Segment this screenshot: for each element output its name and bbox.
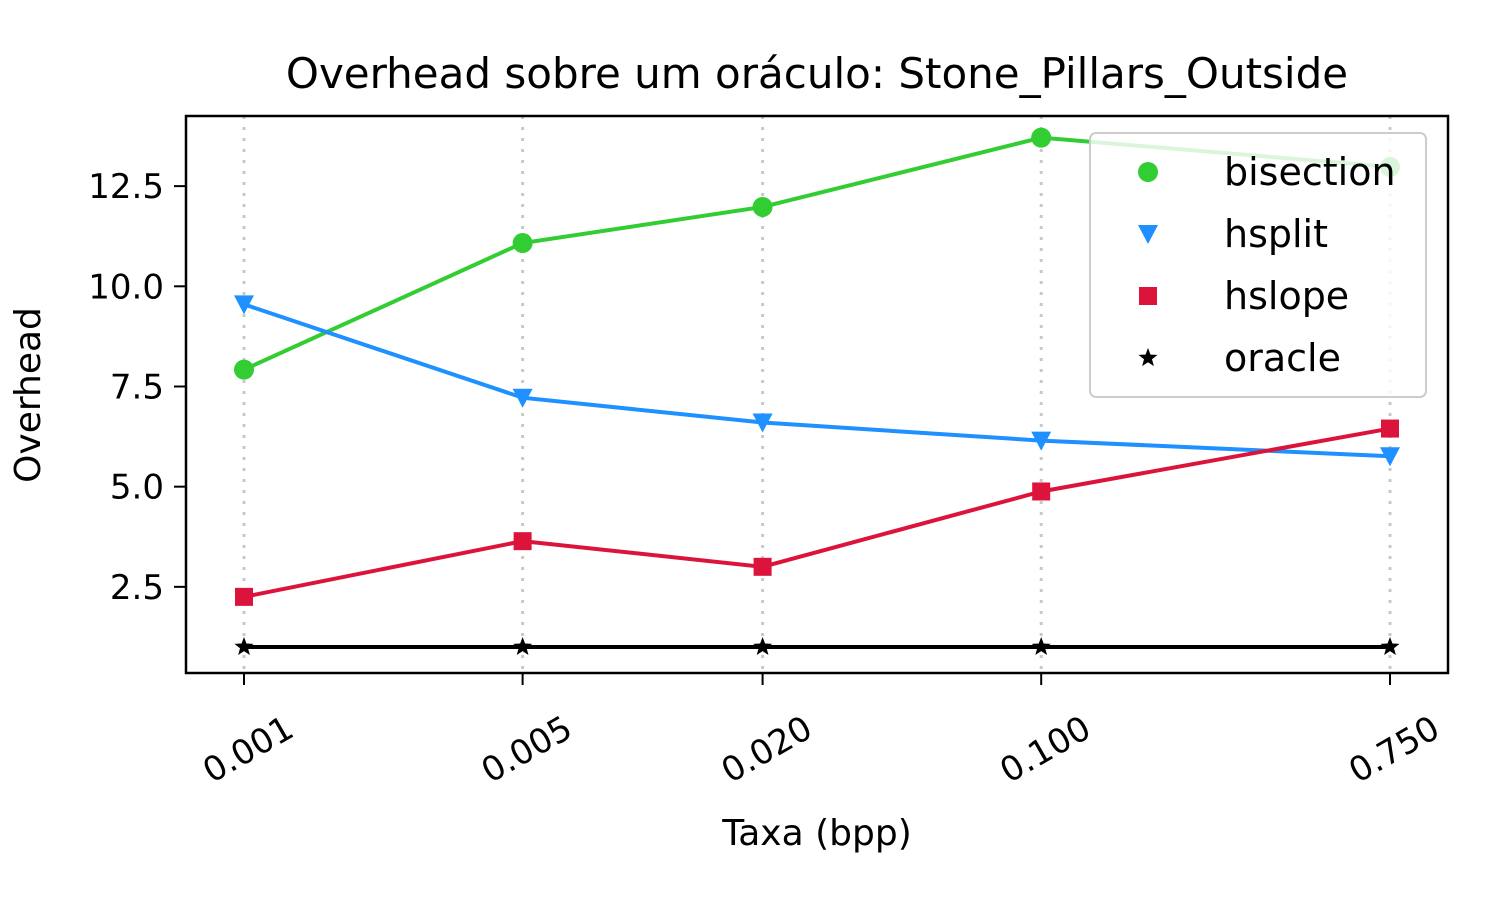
x-tick-label-0.020: 0.020 [715,708,819,791]
data-point-oracle-0.020 [753,636,773,656]
legend-label-bisection: bisection [1224,150,1396,194]
x-tick-label-0.005: 0.005 [475,708,579,791]
data-point-oracle-0.005 [513,636,533,656]
x-axis-ticks: 0.001 0.005 0.020 0.100 0.750 [196,673,1447,791]
data-point-oracle-0.001 [234,636,254,656]
legend-marker-hsplit [1138,225,1158,244]
y-axis-ticks: 2.5 5.0 7.5 10.0 12.5 [88,167,186,608]
data-point-hslope-0.750 [1381,419,1399,438]
x-axis-label: Taxa (bpp) [721,813,912,854]
data-point-oracle-0.750 [1380,636,1400,656]
y-tick-label-12.5: 12.5 [88,167,164,207]
data-point-oracle-0.100 [1031,636,1051,656]
data-point-bisection-0.100 [1031,127,1052,148]
data-point-hsplit-0.020 [752,413,773,433]
data-point-hsplit-0.100 [1031,431,1052,451]
legend-marker-oracle [1138,348,1158,367]
y-axis-label: Overhead [8,307,49,483]
legend-marker-hslope [1139,287,1157,305]
x-tick-label-0.750: 0.750 [1342,708,1446,791]
data-point-hsplit-0.001 [234,295,254,315]
legend-label-hsplit: hsplit [1224,212,1328,256]
data-point-bisection-0.020 [752,196,773,217]
x-tick-label-0.100: 0.100 [993,708,1097,791]
data-point-hslope-0.100 [1032,482,1051,501]
data-point-hslope-0.001 [235,587,253,606]
data-point-hsplit-0.005 [512,388,533,408]
legend-marker-bisection [1138,162,1158,182]
data-point-hsplit-0.750 [1380,447,1400,467]
data-point-hslope-0.020 [753,557,772,576]
y-tick-label-5.0: 5.0 [110,468,164,508]
series-hslope [235,419,1399,606]
y-tick-label-7.5: 7.5 [110,367,164,407]
series-oracle [234,636,1400,656]
x-tick-label-0.001: 0.001 [196,708,300,791]
legend-box [1089,132,1427,398]
grid-lines [242,116,1392,673]
series-hsplit [234,295,1400,467]
legend-label-hslope: hslope [1224,274,1349,318]
chart-title: Overhead sobre um oráculo: Stone_Pillars… [286,49,1348,98]
data-point-bisection-0.005 [512,233,533,254]
y-tick-label-10.0: 10.0 [88,267,164,307]
plot-frame [184,114,1450,675]
legend-label-oracle: oracle [1224,336,1341,380]
legend: bisection hsplit hslope oracle [1089,132,1427,398]
series-line-hslope [243,426,1391,599]
data-point-hslope-0.005 [513,532,532,551]
y-tick-label-2.5: 2.5 [110,568,164,608]
data-point-bisection-0.001 [234,359,254,380]
